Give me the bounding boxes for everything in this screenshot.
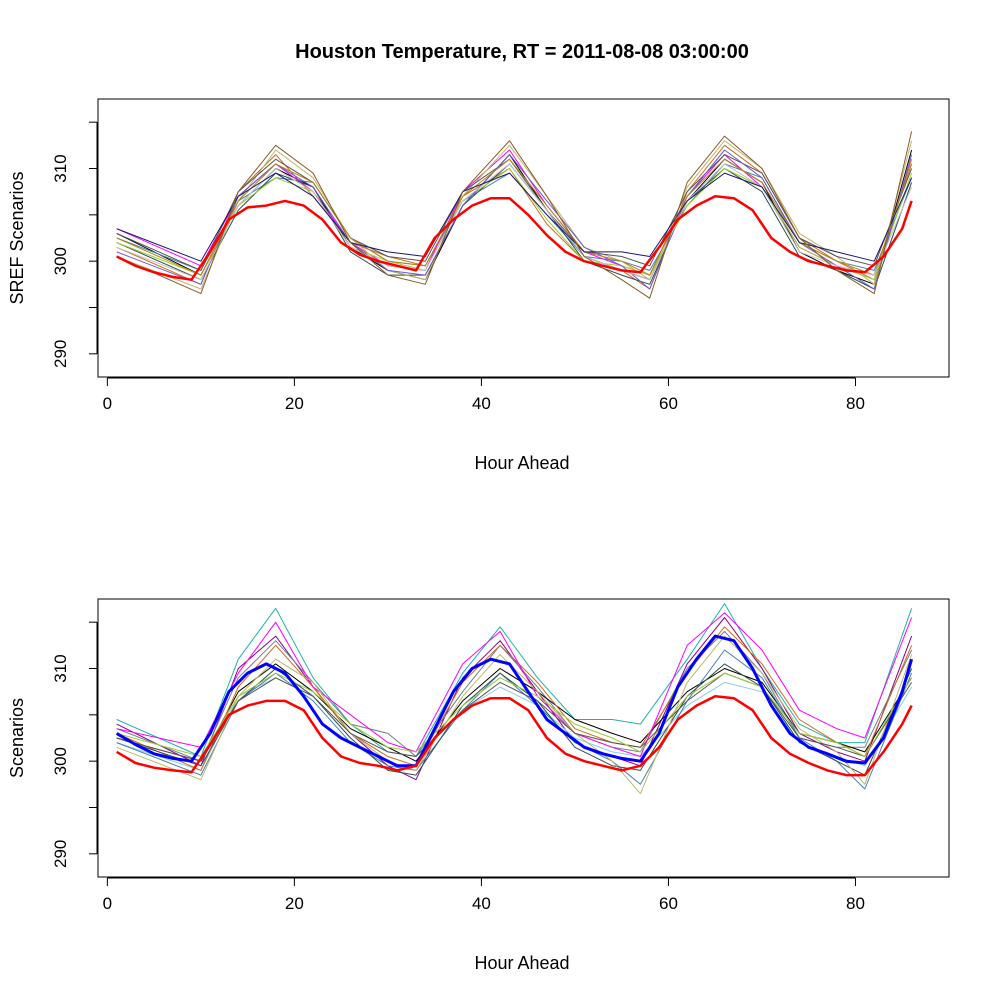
bottom-x-tick-label: 0 xyxy=(103,894,112,913)
top-y-tick-label: 300 xyxy=(51,247,70,275)
top-x-tick-label: 40 xyxy=(472,394,491,413)
top-x-tick-label: 60 xyxy=(659,394,678,413)
top-y-axis-label: SREF Scenarios xyxy=(7,171,27,304)
top-panel-lines xyxy=(116,131,913,299)
bottom-scenario-line xyxy=(116,672,913,762)
top-x-axis: 0 20 40 60 80 xyxy=(103,377,865,413)
bottom-y-axis: 290 300 310 xyxy=(51,621,98,868)
top-plot-frame xyxy=(97,98,950,378)
bottom-scenario-line xyxy=(116,603,913,757)
bottom-observed-line xyxy=(116,695,913,777)
top-panel: 0 20 40 60 80 290 300 310 Hour Ahead SREF Scen… xyxy=(7,98,950,473)
top-y-axis: 290 300 310 xyxy=(51,121,98,368)
bottom-scenario-line xyxy=(116,635,913,795)
chart-title: Houston Temperature, RT = 2011-08-08 03:… xyxy=(295,41,749,63)
bottom-x-axis-label: Hour Ahead xyxy=(474,953,569,973)
bottom-x-axis: 0 20 40 60 80 xyxy=(103,877,865,913)
bottom-x-tick-label: 20 xyxy=(285,894,304,913)
top-scenario-line xyxy=(116,168,913,281)
top-x-tick-label: 20 xyxy=(285,394,304,413)
top-observed-line xyxy=(116,195,913,281)
bottom-y-tick-label: 310 xyxy=(51,654,70,682)
bottom-y-axis-label: Scenarios xyxy=(7,698,27,778)
top-y-tick-label: 290 xyxy=(51,340,70,368)
top-scenario-line xyxy=(116,163,913,281)
bottom-x-tick-label: 60 xyxy=(659,894,678,913)
top-scenario-line xyxy=(116,172,913,262)
bottom-mean-line xyxy=(115,634,914,768)
top-scenario-line xyxy=(116,149,913,290)
bottom-x-tick-label: 40 xyxy=(472,894,491,913)
top-x-axis-label: Hour Ahead xyxy=(474,453,569,473)
top-scenario-line xyxy=(116,144,913,290)
bottom-scenario-line xyxy=(116,626,913,771)
bottom-panel: 0 20 40 60 80 290 300 310 Hour Ahead Scenarios xyxy=(7,598,950,973)
bottom-scenario-line xyxy=(116,663,913,776)
top-x-tick-label: 80 xyxy=(846,394,865,413)
top-scenario-line xyxy=(116,131,913,299)
top-y-tick-label: 310 xyxy=(51,154,70,182)
bottom-y-tick-label: 300 xyxy=(51,747,70,775)
top-x-tick-label: 0 xyxy=(103,394,112,413)
bottom-plot-frame xyxy=(97,598,950,878)
bottom-panel-lines xyxy=(115,603,914,795)
top-scenario-line xyxy=(116,158,913,276)
bottom-x-tick-label: 80 xyxy=(846,894,865,913)
bottom-y-tick-label: 290 xyxy=(51,840,70,868)
top-scenario-line xyxy=(116,149,913,276)
